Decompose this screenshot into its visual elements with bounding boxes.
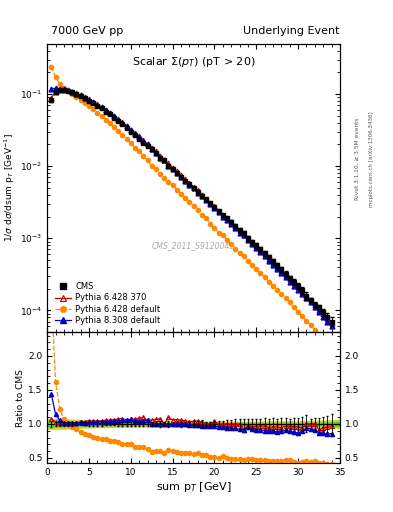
Legend: CMS, Pythia 6.428 370, Pythia 6.428 default, Pythia 8.308 default: CMS, Pythia 6.428 370, Pythia 6.428 defa… xyxy=(51,279,164,328)
Text: CMS_2011_S9120041: CMS_2011_S9120041 xyxy=(152,241,235,250)
Text: 7000 GeV pp: 7000 GeV pp xyxy=(51,26,123,36)
Text: mcplots.cern.ch [arXiv:1306.3436]: mcplots.cern.ch [arXiv:1306.3436] xyxy=(369,111,374,206)
X-axis label: sum p$_T$ [GeV]: sum p$_T$ [GeV] xyxy=(156,480,231,494)
Y-axis label: 1/$\sigma$ d$\sigma$/dsum p$_T$ [GeV$^{-1}$]: 1/$\sigma$ d$\sigma$/dsum p$_T$ [GeV$^{-… xyxy=(3,134,17,242)
Text: Rivet 3.1.10, ≥ 3.5M events: Rivet 3.1.10, ≥ 3.5M events xyxy=(354,117,359,200)
Y-axis label: Ratio to CMS: Ratio to CMS xyxy=(16,369,25,426)
Text: Underlying Event: Underlying Event xyxy=(243,26,340,36)
Text: Scalar $\Sigma(p_T)$ (pT > 20): Scalar $\Sigma(p_T)$ (pT > 20) xyxy=(132,55,255,69)
